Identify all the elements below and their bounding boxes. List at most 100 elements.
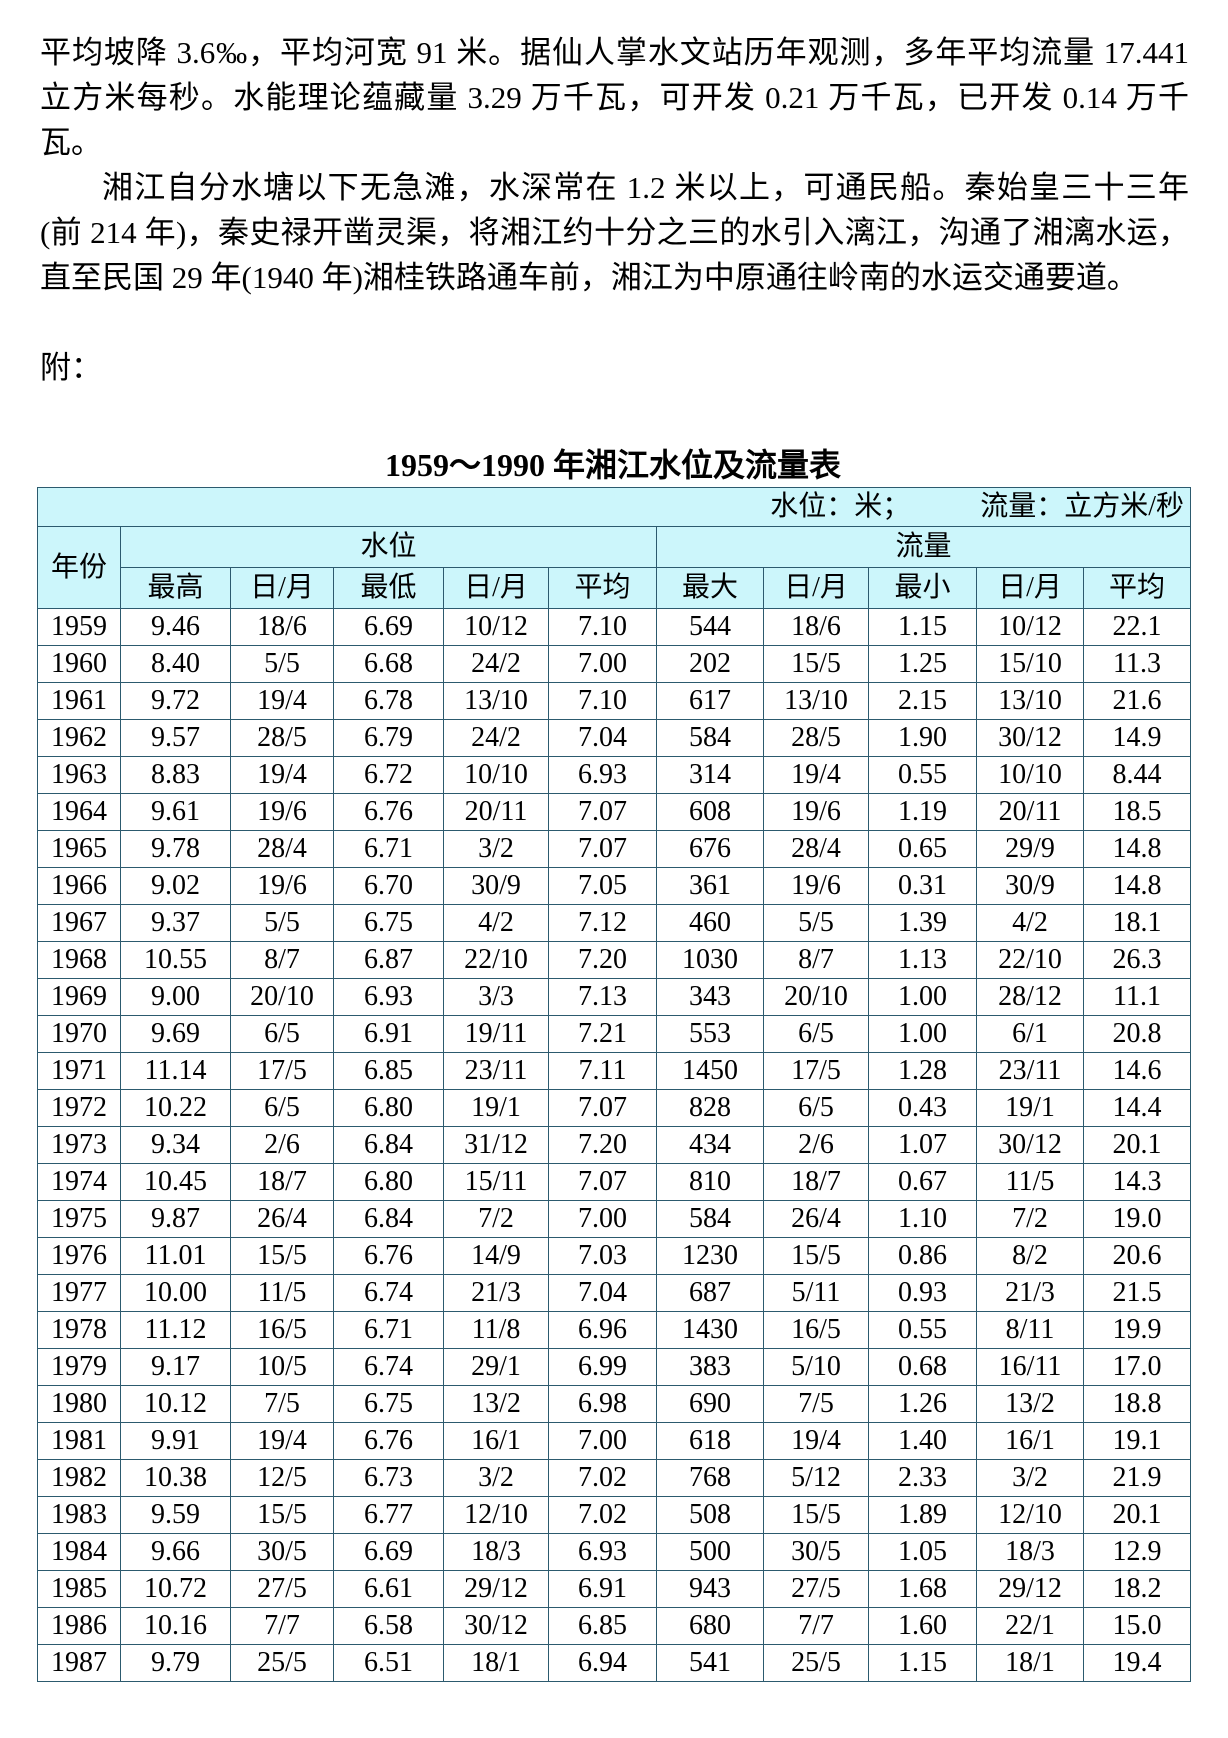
table-cell: 11/8: [443, 1311, 549, 1349]
table-cell: 15/5: [230, 1496, 334, 1534]
table-cell: 13/10: [443, 682, 549, 720]
table-cell: 1982: [37, 1459, 121, 1497]
table-cell: 12/5: [230, 1459, 334, 1497]
units-cell: 水位：米； 流量：立方米/秒: [36, 487, 1192, 527]
table-cell: 19/1: [443, 1089, 549, 1127]
table-cell: 434: [656, 1126, 764, 1164]
table-cell: 8.83: [120, 756, 231, 794]
table-cell: 14/9: [443, 1237, 549, 1275]
table-cell: 27/5: [763, 1570, 869, 1608]
table-cell: 1986: [37, 1607, 121, 1645]
table-cell: 687: [656, 1274, 764, 1312]
table-cell: 9.02: [120, 867, 231, 905]
table-cell: 680: [656, 1607, 764, 1645]
table-cell: 9.78: [120, 830, 231, 868]
table-cell: 9.91: [120, 1422, 231, 1460]
table-cell: 14.8: [1082, 867, 1192, 905]
table-cell: 16/5: [763, 1311, 869, 1349]
header-cell: 水位: [120, 526, 657, 568]
table-cell: 8/2: [976, 1237, 1084, 1275]
table-row: 1970 9.69 6/5 6.91 19/11 7.21 553 6/5 1.00 6/1 20.…: [37, 1015, 1192, 1053]
table-cell: 6.96: [548, 1311, 657, 1349]
table-cell: 7.07: [548, 1163, 657, 1201]
table-cell: 12/10: [976, 1496, 1084, 1534]
table-cell: 10.72: [120, 1570, 231, 1608]
table-cell: 11/5: [230, 1274, 334, 1312]
table-cell: 28/5: [230, 719, 334, 757]
table-cell: 18.8: [1082, 1385, 1192, 1423]
table-cell: 8.44: [1082, 756, 1192, 794]
table-cell: 7.05: [548, 867, 657, 905]
table-cell: 6/5: [230, 1089, 334, 1127]
table-cell: 1966: [37, 867, 121, 905]
table-row: 1960 8.40 5/5 6.68 24/2 7.00 202 15/5 1.25 15/10 1…: [37, 645, 1192, 683]
table-cell: 20.1: [1082, 1126, 1192, 1164]
table-cell: 618: [656, 1422, 764, 1460]
table-cell: 10/12: [976, 608, 1084, 646]
table-cell: 17/5: [763, 1052, 869, 1090]
table-cell: 343: [656, 978, 764, 1016]
table-cell: 15/5: [230, 1237, 334, 1275]
table-cell: 7/5: [763, 1385, 869, 1423]
table-cell: 20.8: [1082, 1015, 1192, 1053]
table-cell: 6.80: [333, 1089, 444, 1127]
table-cell: 10.45: [120, 1163, 231, 1201]
table-cell: 7.20: [548, 1126, 657, 1164]
table-cell: 6.84: [333, 1126, 444, 1164]
table-cell: 0.86: [868, 1237, 977, 1275]
table-cell: 7.12: [548, 904, 657, 942]
table-cell: 1.60: [868, 1607, 977, 1645]
data-table: 水位：米； 流量：立方米/秒 年份 水位 流量 最高 日/月 最低 日/月 平均 最大 日/月 最小…: [36, 487, 1192, 1682]
header-cell: 流量: [655, 526, 1192, 568]
table-cell: 24/2: [443, 645, 549, 683]
table-cell: 6.76: [333, 793, 444, 831]
table-cell: 22.1: [1082, 608, 1192, 646]
table-cell: 584: [656, 1200, 764, 1238]
table-cell: 9.59: [120, 1496, 231, 1534]
table-cell: 508: [656, 1496, 764, 1534]
table-cell: 21.5: [1082, 1274, 1192, 1312]
table-cell: 19/4: [763, 756, 869, 794]
table-cell: 1985: [37, 1570, 121, 1608]
table-cell: 3/3: [443, 978, 549, 1016]
table-cell: 1987: [37, 1644, 121, 1682]
table-cell: 1230: [656, 1237, 764, 1275]
table-cell: 6/1: [976, 1015, 1084, 1053]
table-cell: 21/3: [976, 1274, 1084, 1312]
table-cell: 7.00: [548, 1422, 657, 1460]
table-cell: 6.72: [333, 756, 444, 794]
table-row: 1963 8.83 19/4 6.72 10/10 6.93 314 19/4 0.55 10/1…: [37, 756, 1192, 794]
table-cell: 26.3: [1082, 941, 1192, 979]
table-cell: 1967: [37, 904, 121, 942]
table-cell: 18/3: [443, 1533, 549, 1571]
table-cell: 6.51: [333, 1644, 444, 1682]
table-cell: 19/4: [230, 756, 334, 794]
table-cell: 30/5: [230, 1533, 334, 1571]
table-cell: 8/11: [976, 1311, 1084, 1349]
table-cell: 13/2: [976, 1385, 1084, 1423]
table-cell: 16/5: [230, 1311, 334, 1349]
table-cell: 10.12: [120, 1385, 231, 1423]
header-cell: 最低: [333, 567, 444, 609]
table-cell: 21.9: [1082, 1459, 1192, 1497]
table-cell: 11.01: [120, 1237, 231, 1275]
table-cell: 9.66: [120, 1533, 231, 1571]
table-cell: 5/12: [763, 1459, 869, 1497]
table-cell: 14.9: [1082, 719, 1192, 757]
table-cell: 19/4: [763, 1422, 869, 1460]
table-cell: 1976: [37, 1237, 121, 1275]
table-cell: 7/2: [976, 1200, 1084, 1238]
table-cell: 7.00: [548, 645, 657, 683]
table-cell: 1.00: [868, 1015, 977, 1053]
table-cell: 5/5: [763, 904, 869, 942]
table-cell: 18.5: [1082, 793, 1192, 831]
table-row: 1978 11.12 16/5 6.71 11/8 6.96 1430 16/5 0.55 8/1…: [37, 1311, 1192, 1349]
header-cell: 平均: [548, 567, 657, 609]
table-cell: 9.46: [120, 608, 231, 646]
table-cell: 19/4: [230, 1422, 334, 1460]
table-cell: 7/7: [763, 1607, 869, 1645]
header-row: 最高 日/月 最低 日/月 平均 最大 日/月 最小 日/月 平均: [38, 567, 1192, 609]
table-cell: 12/10: [443, 1496, 549, 1534]
table-cell: 10.38: [120, 1459, 231, 1497]
table-cell: 26/4: [230, 1200, 334, 1238]
